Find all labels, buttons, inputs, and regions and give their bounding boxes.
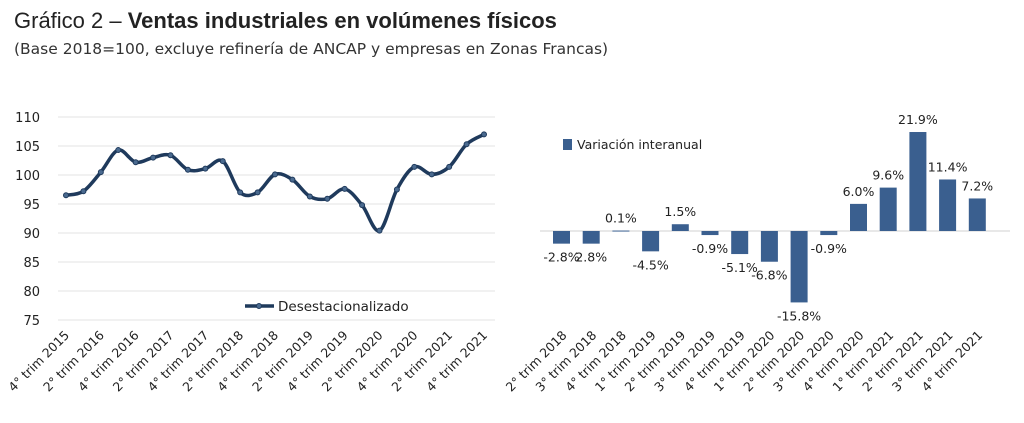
line-point [411,163,418,170]
bar [909,132,927,231]
data-label: -0.9% [811,241,847,256]
bar [790,231,808,303]
line-point [150,154,157,161]
line-point [184,166,191,173]
line-point [272,171,278,178]
line-point [63,192,69,199]
data-label: 0.1% [605,211,637,226]
bar [968,198,986,231]
bar [731,231,749,255]
y-tick-label: 80 [23,285,40,300]
legend-line-point [256,303,262,309]
line-point [254,189,261,196]
line-point [80,188,87,195]
line-point [428,171,435,178]
line-point [324,195,331,202]
y-tick-label: 105 [15,140,40,155]
y-tick-label: 90 [23,227,40,242]
bar [642,231,660,252]
chart-subtitle: (Base 2018=100, excluye refinería de ANC… [14,40,609,58]
line-point [289,176,296,183]
line-point [167,152,174,159]
bar [612,230,630,232]
data-label: 7.2% [961,178,993,193]
y-tick-label: 75 [23,314,40,329]
line-point [463,141,470,148]
chart-title: Gráfico 2 – Ventas industriales en volúm… [14,8,557,34]
data-label: -6.8% [751,268,787,283]
data-label: 1.5% [664,204,696,219]
line-point [359,202,366,209]
line-point [341,185,348,192]
legend-bar-swatch [563,139,572,150]
bar [760,231,778,262]
y-tick-label: 100 [15,169,40,184]
line-point [132,159,139,166]
data-label: -2.8% [543,250,579,265]
y-tick-label: 110 [15,111,40,126]
data-label: 21.9% [898,112,938,127]
line-point [97,169,104,176]
bar [671,224,689,231]
line-point [376,227,383,234]
bar [701,231,719,236]
data-label: 11.4% [928,159,968,174]
data-label: 6.0% [843,184,875,199]
data-label: 2.8% [575,250,607,265]
line-point [446,163,453,170]
y-tick-label: 85 [23,256,40,271]
line-point [393,186,400,193]
data-label: -5.1% [722,260,758,275]
bar [879,187,897,231]
data-label: -0.9% [692,241,728,256]
y-tick-label: 95 [23,198,40,213]
line-point [306,193,313,200]
bar [820,231,838,236]
data-label: 9.6% [872,168,904,183]
line-series [65,132,485,233]
bar [850,203,867,231]
legend-label: Desestacionalizado [278,299,409,315]
title-prefix: Gráfico 2 – [14,8,128,33]
line-point [115,147,122,154]
x-tick-label: 4° trim 2021 [423,328,490,395]
line-point [237,189,244,196]
line-point [481,131,487,138]
bar [939,179,957,231]
legend-label: Variación interanual [577,137,702,152]
line-point [219,158,226,165]
bar [553,231,570,244]
title-main: Ventas industriales en volúmenes físicos [127,8,557,33]
data-label: -15.8% [777,308,821,323]
data-label: -4.5% [632,257,668,272]
bar [582,231,600,244]
line-point [202,165,209,172]
